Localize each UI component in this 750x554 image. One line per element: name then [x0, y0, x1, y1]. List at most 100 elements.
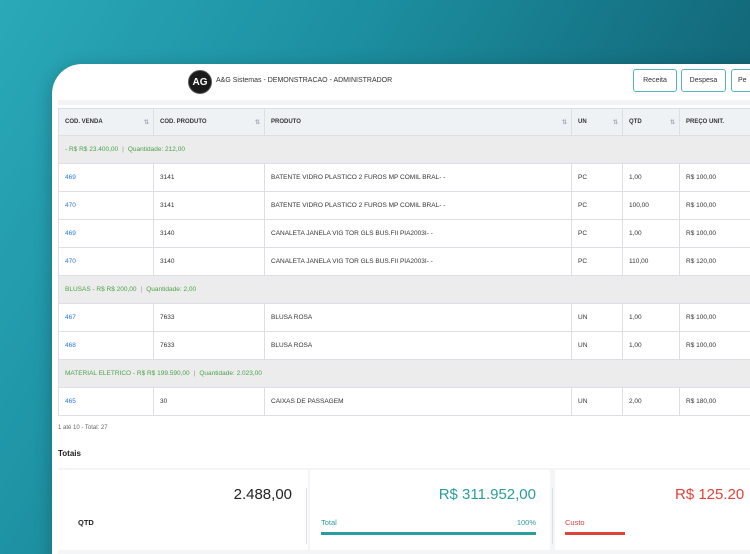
card-divider [306, 488, 307, 544]
custo-card: R$ 125.20 Custo [555, 470, 750, 550]
venda-link[interactable]: 465 [65, 398, 76, 405]
col-label: COD. PRODUTO [160, 119, 207, 125]
cell-produto: BATENTE VIDRO PLASTICO 2 FUROS MP COMIL … [264, 191, 572, 220]
group-cell: - R$ R$ 23.400,00 | Quantidade: 212,00 [58, 135, 750, 164]
col-label: PRODUTO [271, 119, 301, 125]
sort-icon[interactable]: ⇅ [254, 120, 260, 126]
sort-icon[interactable]: ⇅ [561, 120, 567, 126]
cell-cod-produto: 7633 [153, 331, 265, 360]
receita-button[interactable]: Receita [633, 69, 677, 92]
sort-icon[interactable]: ⇅ [669, 120, 675, 126]
total-label: Total [321, 518, 337, 527]
despesa-button[interactable]: Despesa [681, 69, 726, 92]
cell-un: UN [571, 303, 623, 332]
col-cod-venda[interactable]: COD. VENDA ⇅ [58, 108, 154, 136]
group-row: BLUSAS - R$ R$ 200,00 | Quantidade: 2,00 [58, 275, 750, 304]
table-row: 469 3140 CANALETA JANELA VIG TOR GLS BUS… [58, 219, 750, 248]
col-un[interactable]: UN ⇅ [571, 108, 623, 136]
cell-preco: R$ 180,00 [679, 387, 750, 416]
cell-cod-produto: 3140 [153, 247, 265, 276]
venda-link[interactable]: 469 [65, 230, 76, 237]
group-qty: Quantidade: 212,00 [127, 146, 185, 153]
col-label: UN [578, 119, 587, 125]
venda-link[interactable]: 470 [65, 258, 76, 265]
custo-label: Custo [565, 518, 585, 527]
cell-preco: R$ 100,00 [679, 191, 750, 220]
col-label: COD. VENDA [65, 119, 103, 125]
venda-link[interactable]: 467 [65, 314, 76, 321]
card-divider [552, 488, 553, 544]
sort-icon[interactable]: ⇅ [143, 120, 149, 126]
venda-link[interactable]: 468 [65, 342, 76, 349]
cell-cod-produto: 3140 [153, 219, 265, 248]
table-row: 469 3141 BATENTE VIDRO PLASTICO 2 FUROS … [58, 163, 750, 192]
cell-un: PC [571, 219, 623, 248]
cell-cod-venda[interactable]: 468 [58, 331, 154, 360]
sort-icon[interactable]: ⇅ [612, 120, 618, 126]
col-produto[interactable]: PRODUTO ⇅ [264, 108, 572, 136]
cell-cod-venda[interactable]: 470 [58, 191, 154, 220]
cell-cod-produto: 30 [153, 387, 265, 416]
app-window: AG A&G Sistemas - DEMONSTRACAO - ADMINIS… [52, 64, 750, 554]
col-label: QTD [629, 119, 642, 125]
cell-cod-produto: 3141 [153, 163, 265, 192]
table-row: 470 3141 BATENTE VIDRO PLASTICO 2 FUROS … [58, 191, 750, 220]
col-preco-unit[interactable]: PREÇO UNIT. [679, 108, 750, 136]
top-bar: AG A&G Sistemas - DEMONSTRACAO - ADMINIS… [52, 64, 750, 100]
custo-progress-fill [565, 532, 625, 535]
cell-produto: CANALETA JANELA VIG TOR GLS BUS.FII PIA2… [264, 219, 572, 248]
col-label: PREÇO UNIT. [686, 119, 725, 125]
col-cod-produto[interactable]: COD. PRODUTO ⇅ [153, 108, 265, 136]
cell-preco: R$ 120,00 [679, 247, 750, 276]
table-row: 468 7633 BLUSA ROSA UN 1,00 R$ 100,00 [58, 331, 750, 360]
cell-preco: R$ 100,00 [679, 163, 750, 192]
group-cell: BLUSAS - R$ R$ 200,00 | Quantidade: 2,00 [58, 275, 750, 304]
table-header-row: COD. VENDA ⇅ COD. PRODUTO ⇅ PRODUTO ⇅ UN ⇅ Q… [58, 108, 750, 136]
app-title: A&G Sistemas - DEMONSTRACAO - ADMINISTRA… [216, 77, 393, 84]
total-percent: 100% [516, 518, 536, 527]
group-qty: Quantidade: 2.023,00 [199, 370, 262, 377]
cell-qtd: 1,00 [622, 219, 680, 248]
cell-preco: R$ 100,00 [679, 331, 750, 360]
cell-cod-venda[interactable]: 465 [58, 387, 154, 416]
totals-title: Totais [58, 449, 81, 458]
cell-produto: BLUSA ROSA [264, 331, 572, 360]
cell-produto: BLUSA ROSA [264, 303, 572, 332]
cell-produto: BATENTE VIDRO PLASTICO 2 FUROS MP COMIL … [264, 163, 572, 192]
col-qtd[interactable]: QTD ⇅ [622, 108, 680, 136]
venda-link[interactable]: 469 [65, 174, 76, 181]
group-separator: | [140, 286, 143, 293]
total-progress-fill [321, 532, 536, 535]
cell-qtd: 1,00 [622, 331, 680, 360]
cell-qtd: 2,00 [622, 387, 680, 416]
group-name: MATERIAL ELETRICO - R$ R$ 199.590,00 [65, 370, 190, 377]
group-name: - R$ R$ 23.400,00 [65, 146, 119, 153]
cell-un: PC [571, 191, 623, 220]
group-cell: MATERIAL ELETRICO - R$ R$ 199.590,00 | Qua… [58, 359, 750, 388]
cell-cod-venda[interactable]: 470 [58, 247, 154, 276]
cell-cod-venda[interactable]: 467 [58, 303, 154, 332]
pe-button[interactable]: Pe [731, 69, 750, 92]
qtd-label: QTD [78, 518, 94, 527]
group-row: - R$ R$ 23.400,00 | Quantidade: 212,00 [58, 135, 750, 164]
custo-value: R$ 125.20 [675, 486, 745, 503]
group-name: BLUSAS - R$ R$ 200,00 [65, 286, 137, 293]
totals-panel: 2.488,00 QTD R$ 311.952,00 Total 100% R$… [58, 468, 750, 554]
cell-qtd: 1,00 [622, 163, 680, 192]
cell-cod-produto: 7633 [153, 303, 265, 332]
group-row: MATERIAL ELETRICO - R$ R$ 199.590,00 | Qua… [58, 359, 750, 388]
cell-preco: R$ 100,00 [679, 219, 750, 248]
table-row: 470 3140 CANALETA JANELA VIG TOR GLS BUS… [58, 247, 750, 276]
cell-cod-venda[interactable]: 469 [58, 219, 154, 248]
table-row: 467 7633 BLUSA ROSA UN 1,00 R$ 100,00 [58, 303, 750, 332]
cell-un: UN [571, 387, 623, 416]
header-divider [58, 100, 750, 105]
total-progress-track [321, 532, 536, 535]
group-separator: | [122, 146, 124, 153]
cell-cod-venda[interactable]: 469 [58, 163, 154, 192]
group-separator: | [193, 370, 196, 377]
cell-produto: CANALETA JANELA VIG TOR GLS BUS.FII PIA2… [264, 247, 572, 276]
venda-link[interactable]: 470 [65, 202, 76, 209]
qtd-card: 2.488,00 QTD [58, 470, 308, 550]
qtd-value: 2.488,00 [233, 486, 292, 503]
